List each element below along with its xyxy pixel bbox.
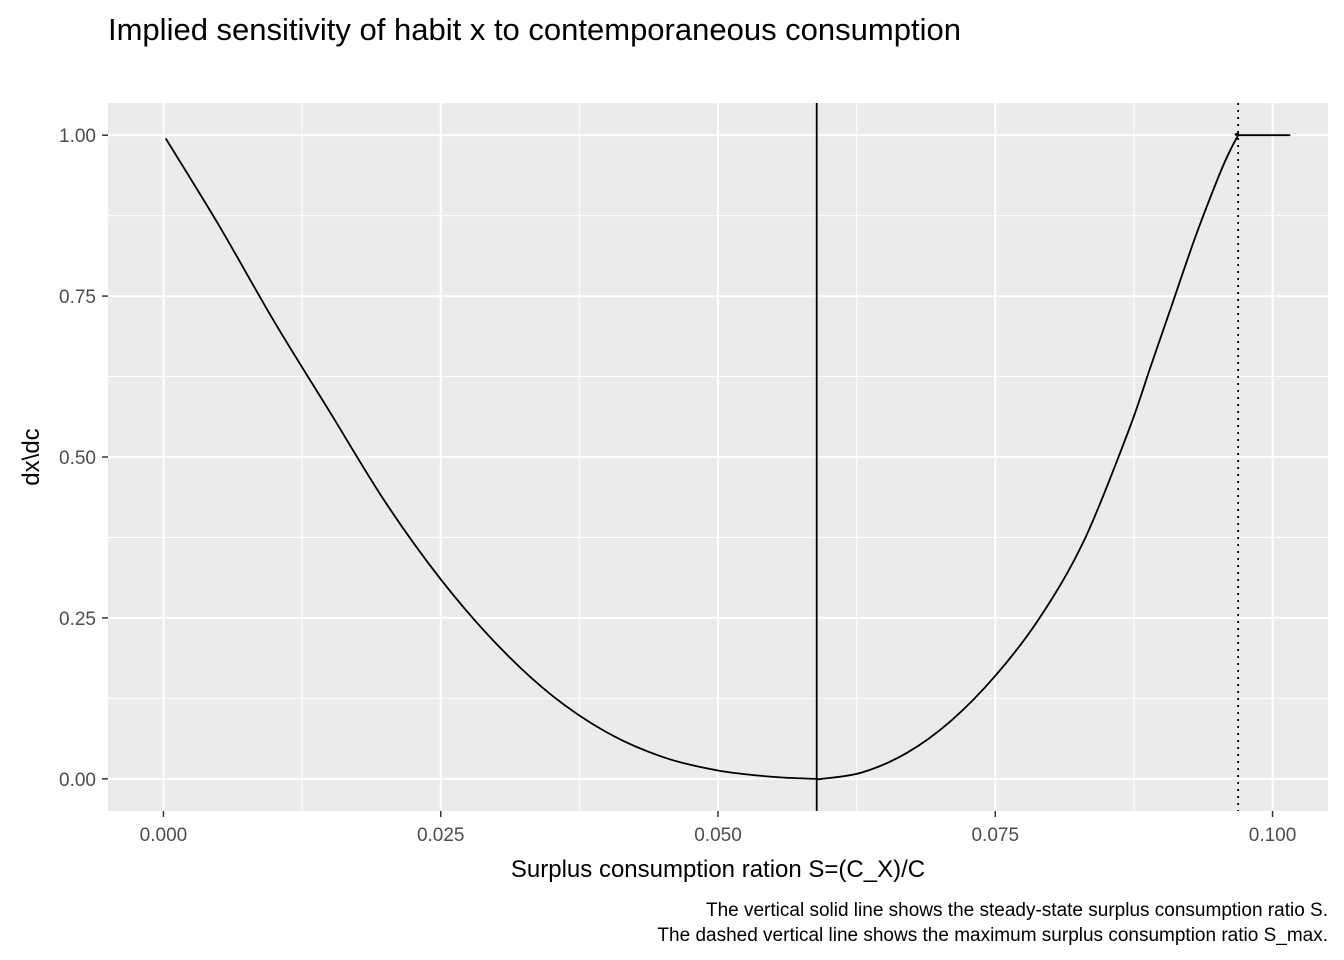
y-tick-label: 0.00 xyxy=(59,770,96,791)
data-layer xyxy=(164,103,1291,811)
y-tick-label: 0.75 xyxy=(59,287,96,308)
chart-title: Implied sensitivity of habit x to contem… xyxy=(108,12,961,47)
x-tick-label: 0.050 xyxy=(694,825,742,846)
x-tick-label: 0.100 xyxy=(1249,825,1297,846)
y-axis-title: dx\dc xyxy=(18,428,45,485)
series-line xyxy=(164,132,1291,781)
x-tick-label: 0.025 xyxy=(417,825,465,846)
caption-line-1: The vertical solid line shows the steady… xyxy=(706,900,1328,921)
x-tick-label: 0.075 xyxy=(971,825,1019,846)
x-tick-label: 0.000 xyxy=(140,825,188,846)
y-tick-label: 0.25 xyxy=(59,609,96,630)
x-axis-ticks: 0.000 0.025 0.050 0.075 0.100 xyxy=(140,811,1297,846)
y-tick-label: 0.50 xyxy=(59,448,96,469)
y-tick-label: 1.00 xyxy=(59,126,96,147)
caption-line-2: The dashed vertical line shows the maxim… xyxy=(657,925,1328,946)
y-axis-ticks: 0.00 0.25 0.50 0.75 1.00 xyxy=(59,126,108,791)
grid-major xyxy=(108,103,1328,811)
x-axis-title: Surplus consumption ration S=(C_X)/C xyxy=(511,856,925,883)
